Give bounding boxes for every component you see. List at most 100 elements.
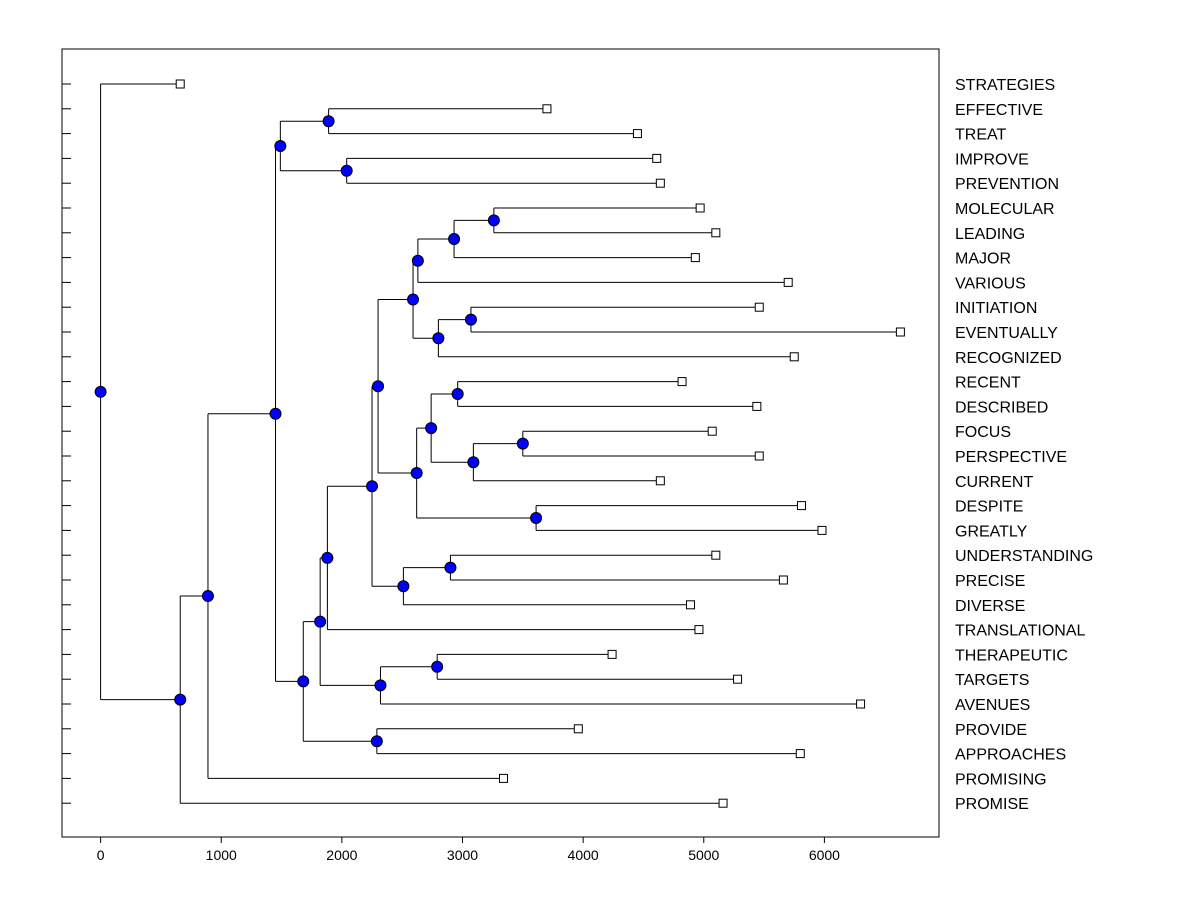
leaf-marker (655, 476, 665, 486)
leaf-marker (754, 302, 764, 312)
leaf-marker (707, 426, 717, 436)
merge-node (94, 385, 107, 398)
leaf-label: FOCUS (955, 424, 1011, 441)
merge-node (432, 332, 445, 345)
leaf-label: APPROACHES (955, 747, 1066, 764)
merge-node (322, 115, 335, 128)
leaf-marker (175, 79, 185, 89)
leaf-label: VARIOUS (955, 275, 1026, 292)
leaf-marker (499, 773, 509, 783)
leaf-labels: STRATEGIES EFFECTIVE TREAT IMPROVE PREVENTIO… (955, 77, 1093, 813)
leaf-label: PROVIDE (955, 722, 1027, 739)
leaf-label: EFFECTIVE (955, 102, 1043, 119)
leaf-label: PREVENTION (955, 176, 1059, 193)
merge-node (530, 512, 543, 524)
leaf-marker (690, 253, 700, 263)
merge-node (425, 422, 438, 435)
merge-node (411, 254, 424, 267)
x-axis: 0 1000 2000 3000 4000 5000 6000 (97, 837, 840, 863)
merge-node (274, 140, 287, 152)
leaf-label: RECOGNIZED (955, 350, 1062, 367)
leaf-label: DESCRIBED (955, 399, 1048, 416)
plot-frame (61, 48, 940, 838)
leaf-label: TREAT (955, 127, 1006, 144)
merge-node (516, 437, 529, 450)
leaf-label: GREATLY (955, 523, 1028, 540)
merge-node (370, 735, 383, 748)
leaf-label: PROMISE (955, 796, 1029, 813)
x-tick-label: 4000 (568, 847, 599, 863)
leaf-label: PERSPECTIVE (955, 449, 1067, 466)
leaf-label: EVENTUALLY (955, 325, 1058, 342)
merge-node (467, 456, 480, 469)
merge-node (464, 313, 477, 326)
merge-node (372, 380, 385, 393)
leaf-label: DIVERSE (955, 598, 1025, 615)
leaf-marker (817, 525, 827, 535)
leaf-label: LEADING (955, 226, 1025, 243)
leaf-label: AVENUES (955, 697, 1030, 714)
leaf-marker (795, 749, 805, 759)
leaf-marker (711, 550, 721, 560)
leaf-marker (733, 674, 743, 684)
merge-node (431, 660, 444, 673)
merge-node (451, 388, 464, 400)
leaf-marker (711, 228, 721, 238)
leaf-marker (895, 327, 905, 337)
merge-node (174, 693, 187, 706)
x-tick-label: 3000 (447, 847, 478, 863)
merge-node (407, 293, 420, 306)
leaf-label: THERAPEUTIC (955, 647, 1068, 664)
leaf-marker (752, 401, 762, 411)
leaf-label: CURRENT (955, 474, 1033, 491)
merge-node (366, 480, 379, 493)
leaf-label: UNDERSTANDING (955, 548, 1093, 565)
merge-node (314, 615, 327, 628)
leaf-label: DESPITE (955, 499, 1023, 516)
y-ticks (62, 83, 71, 804)
leaf-marker (573, 724, 583, 734)
leaf-marker (856, 699, 866, 709)
leaf-label: TRANSLATIONAL (955, 623, 1086, 640)
leaf-marker (542, 104, 552, 114)
leaf-marker (783, 277, 793, 287)
leaf-marker (694, 625, 704, 635)
merge-node (397, 580, 410, 593)
leaf-marker (632, 129, 642, 139)
leaf-label: STRATEGIES (955, 77, 1055, 94)
leaf-label: MAJOR (955, 251, 1011, 268)
x-tick-label: 6000 (809, 847, 840, 863)
leaf-label: IMPROVE (955, 151, 1029, 168)
leaf-label: RECENT (955, 375, 1021, 392)
merge-nodes (94, 115, 543, 748)
merge-node (487, 214, 500, 227)
x-tick-label: 0 (97, 847, 105, 863)
merge-node (321, 551, 334, 564)
leaf-marker (607, 649, 617, 659)
merge-node (340, 164, 353, 177)
leaf-markers (175, 79, 905, 808)
leaf-marker (677, 377, 687, 387)
x-tick-label: 2000 (326, 847, 357, 863)
x-tick-label: 5000 (688, 847, 719, 863)
dendrogram-links (100, 83, 901, 804)
leaf-marker (695, 203, 705, 213)
leaf-marker (778, 575, 788, 585)
leaf-marker (789, 352, 799, 362)
leaf-marker (685, 600, 695, 610)
merge-node (297, 675, 310, 688)
merge-node (374, 679, 387, 692)
leaf-label: PROMISING (955, 771, 1047, 788)
merge-node (269, 407, 282, 420)
leaf-marker (796, 501, 806, 511)
merge-node (201, 590, 214, 603)
leaf-label: INITIATION (955, 300, 1037, 317)
leaf-label: PRECISE (955, 573, 1025, 590)
leaf-marker (655, 178, 665, 188)
leaf-marker (652, 153, 662, 163)
leaf-marker (718, 798, 728, 808)
x-tick-label: 1000 (206, 847, 237, 863)
merge-node (448, 233, 461, 245)
leaf-marker (754, 451, 764, 461)
